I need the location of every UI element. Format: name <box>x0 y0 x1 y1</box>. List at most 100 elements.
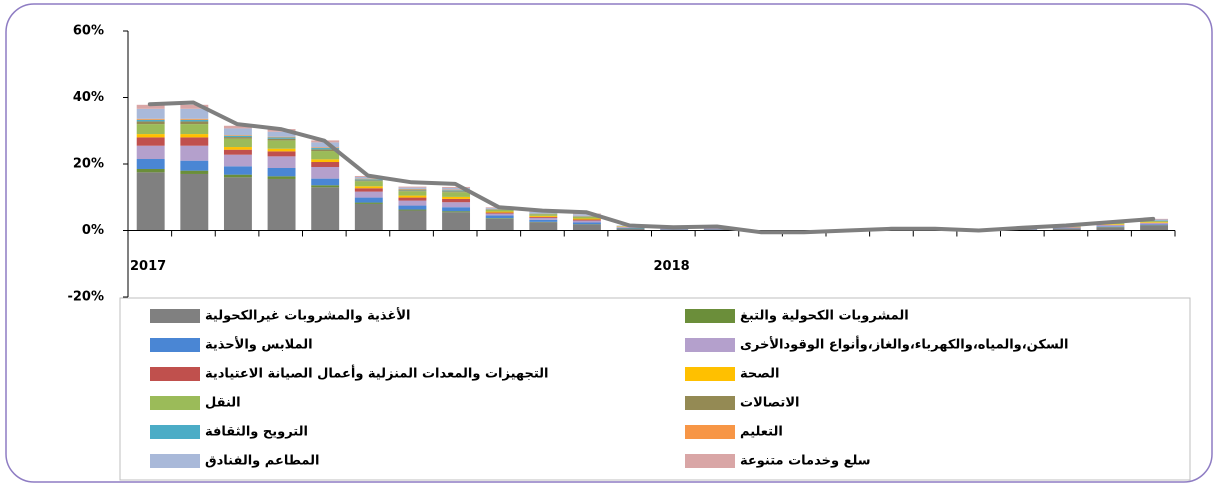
bar-segment <box>267 131 296 137</box>
bar-segment <box>136 137 165 146</box>
bar-segment <box>311 149 340 152</box>
y-tick-label: 40% <box>73 90 104 105</box>
y-tick-label: 0% <box>82 223 104 238</box>
bar-segment <box>529 216 558 218</box>
bar-segment <box>354 180 383 182</box>
bar-segment <box>223 177 252 231</box>
legend-swatch <box>685 338 735 352</box>
bar-segment <box>1140 225 1169 231</box>
bar-segment <box>398 188 427 190</box>
bar-segment <box>311 151 340 160</box>
bar-segment <box>572 214 601 216</box>
bar-segment <box>572 220 601 223</box>
bar-segment <box>267 138 296 141</box>
bar-segment <box>485 212 514 214</box>
bar-segment <box>354 191 383 198</box>
y-tick-label: 60% <box>73 24 104 39</box>
bar-segment <box>442 189 471 191</box>
bar-segment <box>485 218 514 219</box>
legend-swatch <box>685 367 735 381</box>
bar-segment <box>572 222 601 225</box>
bar-segment <box>616 227 645 229</box>
bar-segment <box>136 118 165 120</box>
bar-segment <box>267 167 296 177</box>
bar-segment <box>442 196 471 199</box>
bar-segment <box>442 190 471 192</box>
bar-segment <box>485 211 514 213</box>
bar-segment <box>1096 226 1125 227</box>
bar-segment <box>1052 227 1081 229</box>
bar-segment <box>136 134 165 138</box>
bar-segment <box>485 209 514 212</box>
bar-segment <box>311 185 340 188</box>
bar-segment <box>354 197 383 203</box>
bar-segment <box>311 178 340 186</box>
bar-segment <box>616 228 645 231</box>
bar-segment <box>442 192 471 197</box>
bar-segment <box>223 166 252 175</box>
bar-segment <box>223 147 252 150</box>
bar-segment <box>1140 222 1169 223</box>
bar-segment <box>311 159 340 163</box>
bar-segment <box>136 124 165 135</box>
legend-label: الملابس والأحذية <box>205 336 313 353</box>
bar-segment <box>442 191 471 193</box>
legend-label: الاتصالات <box>740 396 799 411</box>
legend-label: التجهيزات والمعدات المنزلية وأعمال الصيا… <box>205 365 549 382</box>
bar-segment <box>354 188 383 192</box>
bar-segment <box>180 121 209 125</box>
bar-segment <box>267 156 296 168</box>
bar-segment <box>180 173 209 231</box>
bar-segment <box>267 137 296 139</box>
y-tick-label: 20% <box>73 157 104 172</box>
legend-label: الصحة <box>740 367 779 382</box>
y-tick-label: -20% <box>67 290 104 305</box>
bar-segment <box>180 104 209 109</box>
bar-segment <box>223 128 252 136</box>
bar-segment <box>398 189 427 191</box>
legend-swatch <box>150 425 200 439</box>
bar-segment <box>311 142 340 148</box>
bar-segment <box>223 174 252 178</box>
bar-segment <box>354 176 383 179</box>
bar-segment <box>442 202 471 208</box>
bar-segment <box>180 160 209 171</box>
bar-segment <box>572 216 601 219</box>
bar-segment <box>442 212 471 231</box>
bar-segment <box>1096 227 1125 231</box>
x-tick-label: 2018 <box>654 259 690 274</box>
bar-segment <box>180 108 209 119</box>
bar-segment <box>1096 224 1125 225</box>
legend-swatch <box>685 396 735 410</box>
bar-segment <box>267 178 296 231</box>
legend-swatch <box>150 338 200 352</box>
bar-segment <box>398 195 427 198</box>
bar-segment <box>267 176 296 179</box>
bar-segment <box>442 187 471 190</box>
legend-label: سلع وخدمات متنوعة <box>740 454 871 469</box>
bar-segment <box>180 145 209 161</box>
bar-segment <box>223 138 252 148</box>
bar-segment <box>267 151 296 157</box>
bar-segment <box>267 136 296 138</box>
legend-swatch <box>685 425 735 439</box>
bar-segment <box>703 228 732 230</box>
bar-segment <box>398 186 427 188</box>
bar-segment <box>442 186 471 188</box>
bar-segment <box>398 210 427 231</box>
bar-segment <box>311 148 340 150</box>
bar-segment <box>267 148 296 152</box>
bar-segment <box>136 172 165 231</box>
legend-label: الأغذية والمشروبات غيرالكحولية <box>205 307 410 324</box>
bar-segment <box>180 119 209 122</box>
bar-segment <box>223 135 252 136</box>
bar-segment <box>442 207 471 212</box>
bar-segment <box>398 190 427 192</box>
bar-segment <box>267 140 296 149</box>
bar-segment <box>1140 223 1169 225</box>
legend-swatch <box>685 454 735 468</box>
legend-swatch <box>685 309 735 323</box>
bar-segment <box>180 134 209 138</box>
bar-segment <box>354 186 383 189</box>
